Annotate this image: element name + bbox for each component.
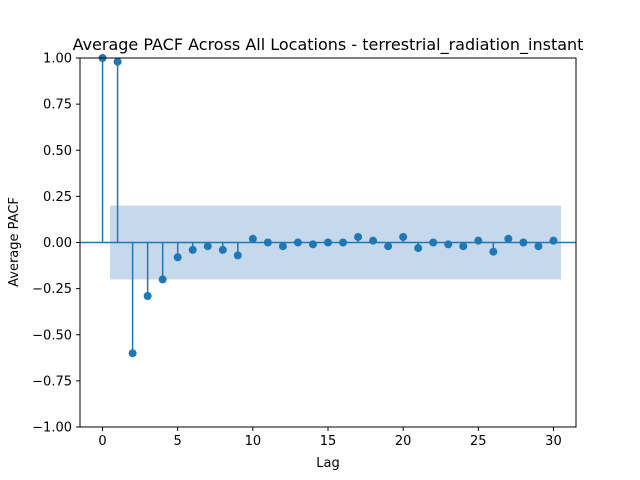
- point-lag-6: [188, 245, 197, 254]
- point-lag-14: [308, 240, 317, 249]
- point-lag-10: [248, 234, 257, 243]
- point-lag-19: [384, 242, 393, 251]
- x-axis-label: Lag: [316, 456, 339, 471]
- point-lag-4: [158, 275, 167, 284]
- point-lag-9: [233, 251, 242, 260]
- chart-title: Average PACF Across All Locations - terr…: [73, 35, 584, 55]
- point-lag-24: [459, 242, 468, 251]
- point-lag-29: [534, 242, 543, 251]
- x-tick-label-10: 10: [245, 434, 262, 449]
- x-tick-label-30: 30: [545, 434, 562, 449]
- point-lag-7: [203, 242, 212, 251]
- y-tick-label-1: 0.75: [43, 98, 72, 113]
- point-lag-17: [354, 232, 363, 241]
- plot-area: 0 5 10 15 20 25 30 1.00 0.75 0.50 0.25 0.00 −0.25 −0.…: [32, 52, 577, 449]
- point-lag-22: [429, 238, 438, 247]
- point-lag-5: [173, 253, 182, 262]
- point-lag-12: [278, 242, 287, 251]
- y-tick-label-0: 1.00: [43, 52, 72, 67]
- y-tick-label-3: 0.25: [43, 190, 72, 205]
- x-tick-label-15: 15: [320, 434, 337, 449]
- y-tick-label-4: 0.00: [43, 236, 72, 251]
- y-tick-label-5: −0.25: [32, 282, 72, 297]
- point-lag-27: [504, 234, 513, 243]
- point-lag-26: [489, 247, 498, 256]
- point-lag-23: [444, 240, 453, 249]
- point-lag-28: [519, 238, 528, 247]
- x-tick-label-0: 0: [98, 434, 106, 449]
- point-lag-21: [414, 244, 423, 253]
- point-lag-1: [113, 57, 122, 66]
- point-lag-8: [218, 245, 227, 254]
- y-tick-label-2: 0.50: [43, 144, 72, 159]
- point-lag-3: [143, 292, 152, 301]
- y-axis-label: Average PACF: [7, 197, 22, 287]
- point-lag-15: [324, 238, 332, 247]
- point-lag-30: [549, 236, 558, 245]
- point-lag-13: [293, 238, 302, 247]
- point-lag-18: [369, 236, 378, 245]
- point-lag-20: [399, 232, 408, 241]
- point-lag-16: [339, 238, 348, 247]
- x-tick-label-20: 20: [395, 434, 412, 449]
- x-tick-label-25: 25: [470, 434, 487, 449]
- x-tick-label-5: 5: [174, 434, 182, 449]
- point-lag-11: [263, 238, 272, 247]
- y-tick-label-6: −0.50: [32, 328, 72, 343]
- point-lag-25: [474, 236, 483, 245]
- y-tick-label-8: −1.00: [32, 421, 72, 436]
- y-tick-label-7: −0.75: [32, 374, 72, 389]
- point-lag-2: [128, 349, 137, 358]
